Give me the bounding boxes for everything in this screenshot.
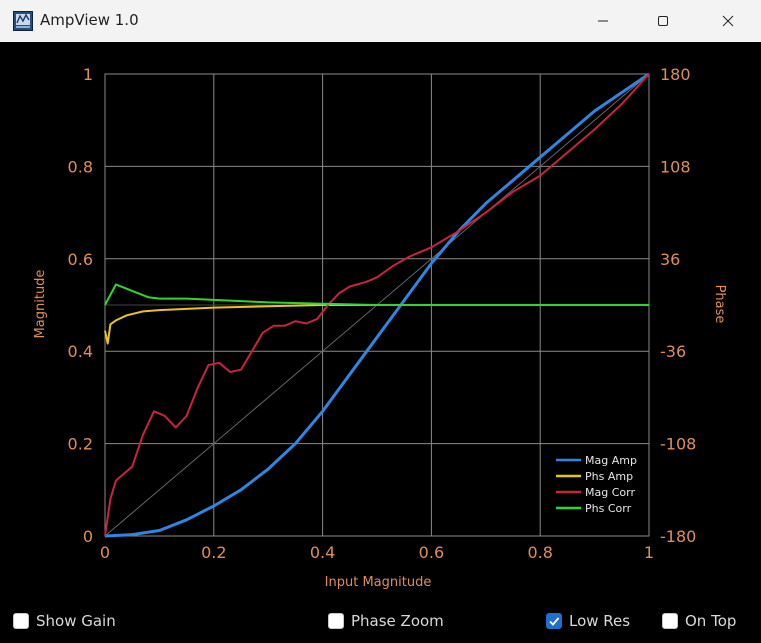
x-tick-label: 0.8 <box>527 543 552 562</box>
maximize-icon <box>658 16 668 26</box>
low-res-checkbox[interactable]: Low Res <box>546 612 630 630</box>
y-axis-label: Magnitude <box>33 270 48 339</box>
ampview-app-icon <box>13 11 33 31</box>
on-top-box[interactable] <box>662 613 678 629</box>
show-gain-box[interactable] <box>13 613 29 629</box>
low-res-label: Low Res <box>569 612 631 630</box>
show-gain-checkbox[interactable]: Show Gain <box>13 612 116 630</box>
minimize-button[interactable] <box>580 0 626 42</box>
legend-entry: Mag Amp <box>585 454 637 467</box>
tick-labels: 0 0.2 0.4 0.6 0.8 1 0 0.2 0.4 0.6 0.8 1 -180 -108 -36 3… <box>68 65 697 562</box>
legend-entry: Mag Corr <box>585 486 635 499</box>
phase-zoom-label: Phase Zoom <box>351 612 444 630</box>
close-icon <box>722 15 734 27</box>
low-res-box[interactable] <box>546 613 562 629</box>
on-top-label: On Top <box>685 612 737 630</box>
maximize-button[interactable] <box>640 0 686 42</box>
on-top-checkbox[interactable]: On Top <box>662 612 736 630</box>
x-tick-label: 0.4 <box>310 543 335 562</box>
minimize-icon <box>598 20 608 22</box>
checkmark-icon <box>549 617 560 626</box>
y-tick-label: 0 <box>83 527 93 546</box>
y2-tick-label: -180 <box>660 527 696 546</box>
y2-tick-label: 108 <box>660 157 691 176</box>
series-layer <box>104 72 650 538</box>
series-line-mag-corr <box>104 73 650 537</box>
legend-entry: Phs Amp <box>585 470 633 483</box>
x-tick-label: 1 <box>644 543 654 562</box>
y2-tick-label: 180 <box>660 65 691 84</box>
chart-grid <box>104 73 650 537</box>
x-tick-label: 0 <box>100 543 110 562</box>
show-gain-label: Show Gain <box>36 612 116 630</box>
series-line-mag-amp <box>104 72 650 538</box>
legend-entry: Phs Corr <box>585 502 632 515</box>
x-tick-label: 0.2 <box>201 543 226 562</box>
y2-tick-label: -36 <box>660 342 686 361</box>
y-tick-label: 0.8 <box>68 157 93 176</box>
series-line-phs-corr <box>104 283 649 306</box>
y2-axis-label: Phase <box>712 285 727 324</box>
phase-zoom-checkbox[interactable]: Phase Zoom <box>328 612 444 630</box>
phase-zoom-box[interactable] <box>328 613 344 629</box>
close-button[interactable] <box>705 0 751 42</box>
window-title: AmpView 1.0 <box>40 11 139 29</box>
x-tick-label: 0.6 <box>419 543 444 562</box>
y2-tick-label: -108 <box>660 435 696 454</box>
chart-legend: Mag Amp Phs Amp Mag Corr Phs Corr <box>556 454 637 515</box>
x-axis-label: Input Magnitude <box>325 575 432 590</box>
y-tick-label: 1 <box>83 65 93 84</box>
y-tick-label: 0.4 <box>68 342 93 361</box>
amplitude-chart: 0 0.2 0.4 0.6 0.8 1 0 0.2 0.4 0.6 0.8 1 -180 -108 -36 3… <box>0 42 761 598</box>
y-tick-label: 0.6 <box>68 250 93 269</box>
y-tick-label: 0.2 <box>68 435 93 454</box>
y2-tick-label: 36 <box>660 250 680 269</box>
title-bar[interactable]: AmpView 1.0 <box>0 0 761 42</box>
